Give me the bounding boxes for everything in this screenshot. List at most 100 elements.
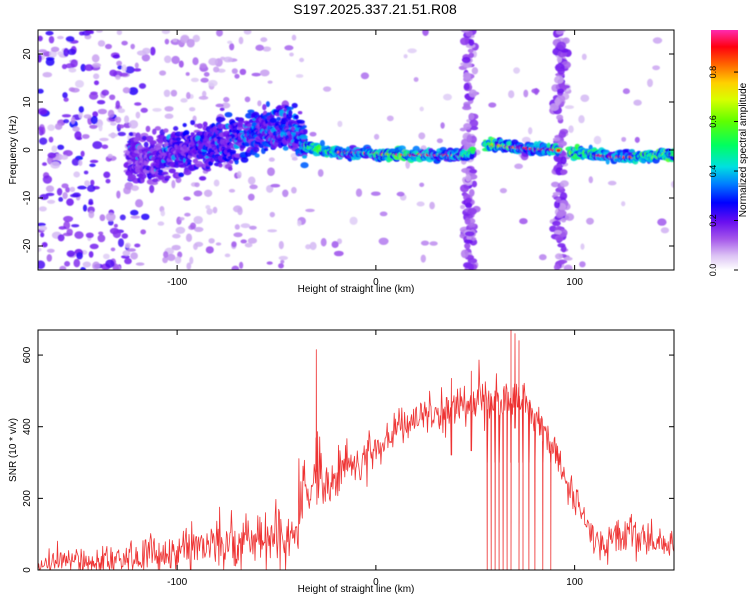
heatmap-cell <box>282 146 289 151</box>
heatmap-cell <box>223 56 233 63</box>
heatmap-cell <box>217 116 226 122</box>
heatmap-cell <box>38 126 44 132</box>
heatmap-cell <box>86 184 96 193</box>
heatmap-cell <box>297 219 302 227</box>
heatmap-cell <box>239 261 244 269</box>
heatmap-cell <box>83 170 89 175</box>
heatmap-cell <box>38 206 47 212</box>
colorbar-tick-label: 0.8 <box>708 66 718 79</box>
heatmap-cell <box>186 262 192 270</box>
heatmap-cell <box>97 40 106 47</box>
heatmap-cell <box>184 212 191 217</box>
heatmap-cell <box>180 98 188 103</box>
heatmap-cell <box>121 233 129 239</box>
heatmap-cell <box>117 108 126 114</box>
heatmap-cell <box>202 90 207 98</box>
heatmap-cell <box>82 204 88 212</box>
heatmap-cell <box>47 124 55 131</box>
heatmap-cell <box>164 55 172 64</box>
heatmap-cell <box>186 38 195 48</box>
snr-y-ticks: 0 200 400 600 <box>22 346 674 573</box>
heatmap-cell <box>578 115 585 124</box>
heatmap-cell <box>65 36 75 42</box>
heatmap-cell <box>508 90 515 99</box>
heatmap-cell <box>552 191 562 196</box>
heatmap-cell <box>164 106 174 112</box>
y-tick-label: 200 <box>22 490 33 507</box>
heatmap-cell <box>568 125 574 134</box>
heatmap-cell <box>78 106 84 113</box>
heatmap-cell <box>143 141 149 148</box>
heatmap-cell <box>555 253 563 260</box>
heatmap-cell <box>467 207 477 216</box>
snr-panel: -100 0 100 0 200 400 600 Height of straight l… <box>8 329 675 595</box>
heatmap-cell <box>629 148 635 153</box>
heatmap-cell <box>257 100 262 107</box>
heatmap-cell <box>468 113 475 120</box>
heatmap-cell <box>267 229 278 233</box>
heatmap-cell <box>128 132 134 137</box>
heatmap-cell <box>172 38 178 43</box>
heatmap-cell <box>488 102 497 108</box>
heatmap-cell <box>560 156 567 165</box>
heatmap-cell <box>555 30 564 35</box>
heatmap-cell <box>130 209 139 216</box>
heatmap-cell <box>38 54 42 63</box>
heatmap-cell <box>331 241 339 248</box>
heatmap-cell <box>189 107 196 112</box>
heatmap-cell <box>200 77 209 83</box>
heatmap-cell <box>183 196 191 201</box>
heatmap-cell <box>556 114 564 121</box>
heatmap-cell <box>84 64 94 71</box>
heatmap-cell <box>291 186 297 194</box>
heatmap-cell <box>145 125 151 133</box>
heatmap-cell <box>593 135 602 145</box>
heatmap-cell <box>178 172 185 178</box>
heatmap-cell <box>135 262 145 266</box>
heatmap-cell <box>564 105 574 110</box>
heatmap-cell <box>61 183 69 189</box>
heatmap-cell <box>554 75 564 84</box>
y-tick-label: -20 <box>22 238 33 253</box>
heatmap-cell <box>460 37 470 46</box>
heatmap-cell <box>621 136 627 142</box>
heatmap-cell <box>303 128 308 135</box>
heatmap-cell <box>470 150 475 154</box>
heatmap-cell <box>38 108 48 115</box>
heatmap-cell <box>175 226 186 234</box>
heatmap-cell <box>59 265 67 270</box>
heatmap-cell <box>62 150 73 157</box>
heatmap-cell <box>38 49 47 53</box>
heatmap-cell <box>469 146 476 153</box>
heatmap-cell <box>647 78 653 88</box>
heatmap-cell <box>98 123 103 132</box>
heatmap-cell <box>135 199 144 208</box>
heatmap-cell <box>93 73 100 80</box>
heatmap-cell <box>66 198 74 206</box>
spectrogram-x-ticks: -100 0 100 <box>167 30 583 288</box>
heatmap-cell <box>244 242 253 248</box>
heatmap-cell <box>669 155 674 161</box>
heatmap-cell <box>198 95 209 100</box>
heatmap-cell <box>101 144 109 149</box>
heatmap-cell <box>103 253 110 260</box>
heatmap-cell <box>309 131 317 137</box>
y-tick-label: 400 <box>22 418 33 435</box>
heatmap-cell <box>73 258 81 268</box>
heatmap-cell <box>557 243 566 248</box>
heatmap-cell <box>228 188 236 193</box>
heatmap-cell <box>138 173 147 180</box>
heatmap-cell <box>174 256 182 264</box>
heatmap-cell <box>462 72 472 80</box>
heatmap-cell <box>208 57 218 66</box>
heatmap-cell <box>46 254 53 262</box>
heatmap-cell <box>465 174 471 182</box>
heatmap-cell <box>234 73 240 79</box>
heatmap-cell <box>183 169 192 176</box>
heatmap-cell <box>294 114 299 120</box>
heatmap-cell <box>96 100 106 105</box>
heatmap-cell <box>164 175 171 179</box>
heatmap-cell <box>555 260 566 265</box>
heatmap-cell <box>554 229 562 235</box>
heatmap-cell <box>514 163 523 170</box>
